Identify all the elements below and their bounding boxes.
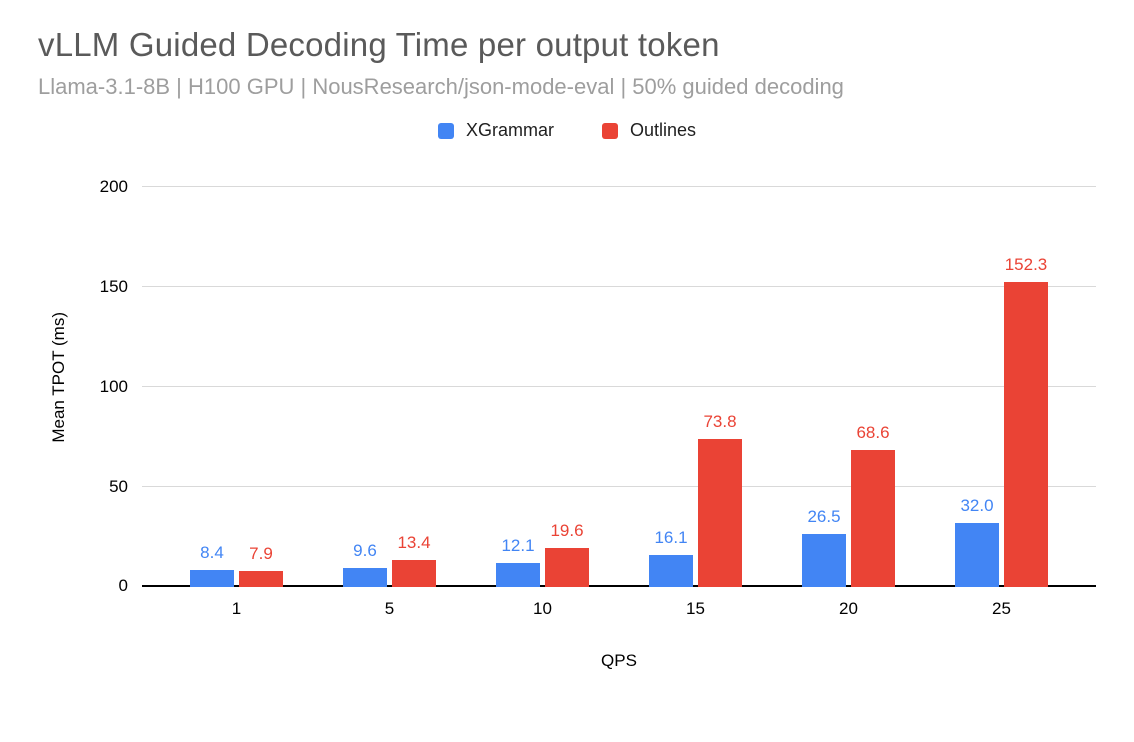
bar-value-label: 16.1 <box>654 527 688 547</box>
bar-group-qps-1: 8.4 7.9 <box>190 543 283 587</box>
plot-column: 8.4 7.9 9.6 13.4 12.1 19.6 16.1 73.8 26.5 68.6 32.… <box>80 167 1096 671</box>
y-tick-label: 150 <box>99 276 128 296</box>
x-tick-label: 20 <box>839 599 858 618</box>
chart-subtitle: Llama-3.1-8B | H100 GPU | NousResearch/j… <box>38 74 844 99</box>
gridline: 50 <box>109 477 1096 496</box>
bar-group-qps-20: 26.5 68.6 <box>802 423 895 587</box>
bar-value-label: 9.6 <box>353 540 377 560</box>
bar-wrap: 9.6 <box>343 541 387 587</box>
bar-group-qps-15: 16.1 73.8 <box>649 412 742 587</box>
bar-outlines-qps-15 <box>698 439 742 587</box>
chart-title: vLLM Guided Decoding Time per output tok… <box>38 26 720 63</box>
x-tick-label: 5 <box>384 599 395 618</box>
bar-value-label: 12.1 <box>501 535 535 555</box>
bar-wrap: 13.4 <box>392 533 436 587</box>
x-tick-label: 1 <box>231 599 242 618</box>
x-tick-label: 25 <box>992 599 1011 618</box>
bars-row: 8.4 7.9 9.6 13.4 12.1 19.6 16.1 73.8 26.5 68.6 32.… <box>142 187 1096 587</box>
x-axis-title: QPS <box>601 651 637 670</box>
x-tick-label: 15 <box>686 599 705 618</box>
bar-group-qps-5: 9.6 13.4 <box>343 533 436 587</box>
x-axis-ticks: 1 5 10 15 20 25 <box>142 599 1096 619</box>
bar-xgrammar-qps-10 <box>496 562 540 587</box>
bar-xgrammar-qps-5 <box>343 567 387 587</box>
bar-xgrammar-qps-15 <box>649 554 693 587</box>
bar-outlines-qps-1 <box>239 571 283 587</box>
bar-wrap: 73.8 <box>698 412 742 587</box>
bar-value-label: 68.6 <box>856 422 890 442</box>
bar-wrap: 68.6 <box>851 423 895 587</box>
legend-item-outlines: Outlines <box>601 120 697 141</box>
y-tick-label: 200 <box>99 176 128 196</box>
bar-value-label: 26.5 <box>807 507 841 526</box>
bar-group-qps-25: 32.0 152.3 <box>955 255 1048 587</box>
y-tick-label: 100 <box>99 376 128 396</box>
bar-value-label: 32.0 <box>960 496 994 515</box>
y-tick-label: 0 <box>118 576 128 595</box>
bar-outlines-qps-20 <box>851 449 895 587</box>
legend-swatch-icon <box>437 122 454 139</box>
bar-xgrammar-qps-1 <box>190 570 234 587</box>
bar-outlines-qps-25 <box>1004 282 1048 587</box>
y-axis-title: Mean TPOT (ms) <box>49 311 68 443</box>
legend-label: XGrammar <box>465 120 554 140</box>
bar-value-label: 152.3 <box>1004 255 1048 275</box>
bar-outlines-qps-10 <box>545 547 589 587</box>
chart: Mean TPOT (ms) 8.4 7.9 9.6 13.4 12.1 19.6 16.1… <box>38 167 1096 671</box>
bar-value-label: 7.9 <box>249 544 273 564</box>
x-axis-line: 0 <box>119 576 1096 595</box>
bar-group-qps-10: 12.1 19.6 <box>496 521 589 587</box>
legend: XGrammar Outlines <box>38 120 1096 141</box>
bar-wrap: 26.5 <box>802 507 846 587</box>
bar-value-label: 8.4 <box>200 543 224 563</box>
y-axis-title-column: Mean TPOT (ms) <box>38 167 80 587</box>
legend-item-xgrammar: XGrammar <box>437 120 554 141</box>
y-tick-label: 50 <box>109 476 128 496</box>
bar-xgrammar-qps-20 <box>802 534 846 587</box>
gridline: 200 <box>100 177 1096 196</box>
bar-xgrammar-qps-25 <box>955 523 999 587</box>
legend-label: Outlines <box>629 120 697 140</box>
bar-wrap: 152.3 <box>1004 255 1048 587</box>
bar-wrap: 12.1 <box>496 536 540 587</box>
gridline: 150 <box>100 277 1096 296</box>
gridline: 100 <box>100 377 1096 396</box>
bar-outlines-qps-5 <box>392 560 436 587</box>
plot-area: 8.4 7.9 9.6 13.4 12.1 19.6 16.1 73.8 26.5 68.6 32.… <box>100 177 1096 595</box>
bar-wrap: 19.6 <box>545 521 589 587</box>
bar-wrap: 32.0 <box>955 496 999 587</box>
bar-value-label: 13.4 <box>397 533 431 553</box>
bar-value-label: 73.8 <box>703 412 737 432</box>
bar-wrap: 8.4 <box>190 543 234 587</box>
bar-value-label: 19.6 <box>550 520 584 540</box>
legend-swatch-icon <box>601 122 618 139</box>
x-tick-label: 10 <box>533 599 552 618</box>
bar-wrap: 7.9 <box>239 544 283 587</box>
bar-wrap: 16.1 <box>649 528 693 587</box>
